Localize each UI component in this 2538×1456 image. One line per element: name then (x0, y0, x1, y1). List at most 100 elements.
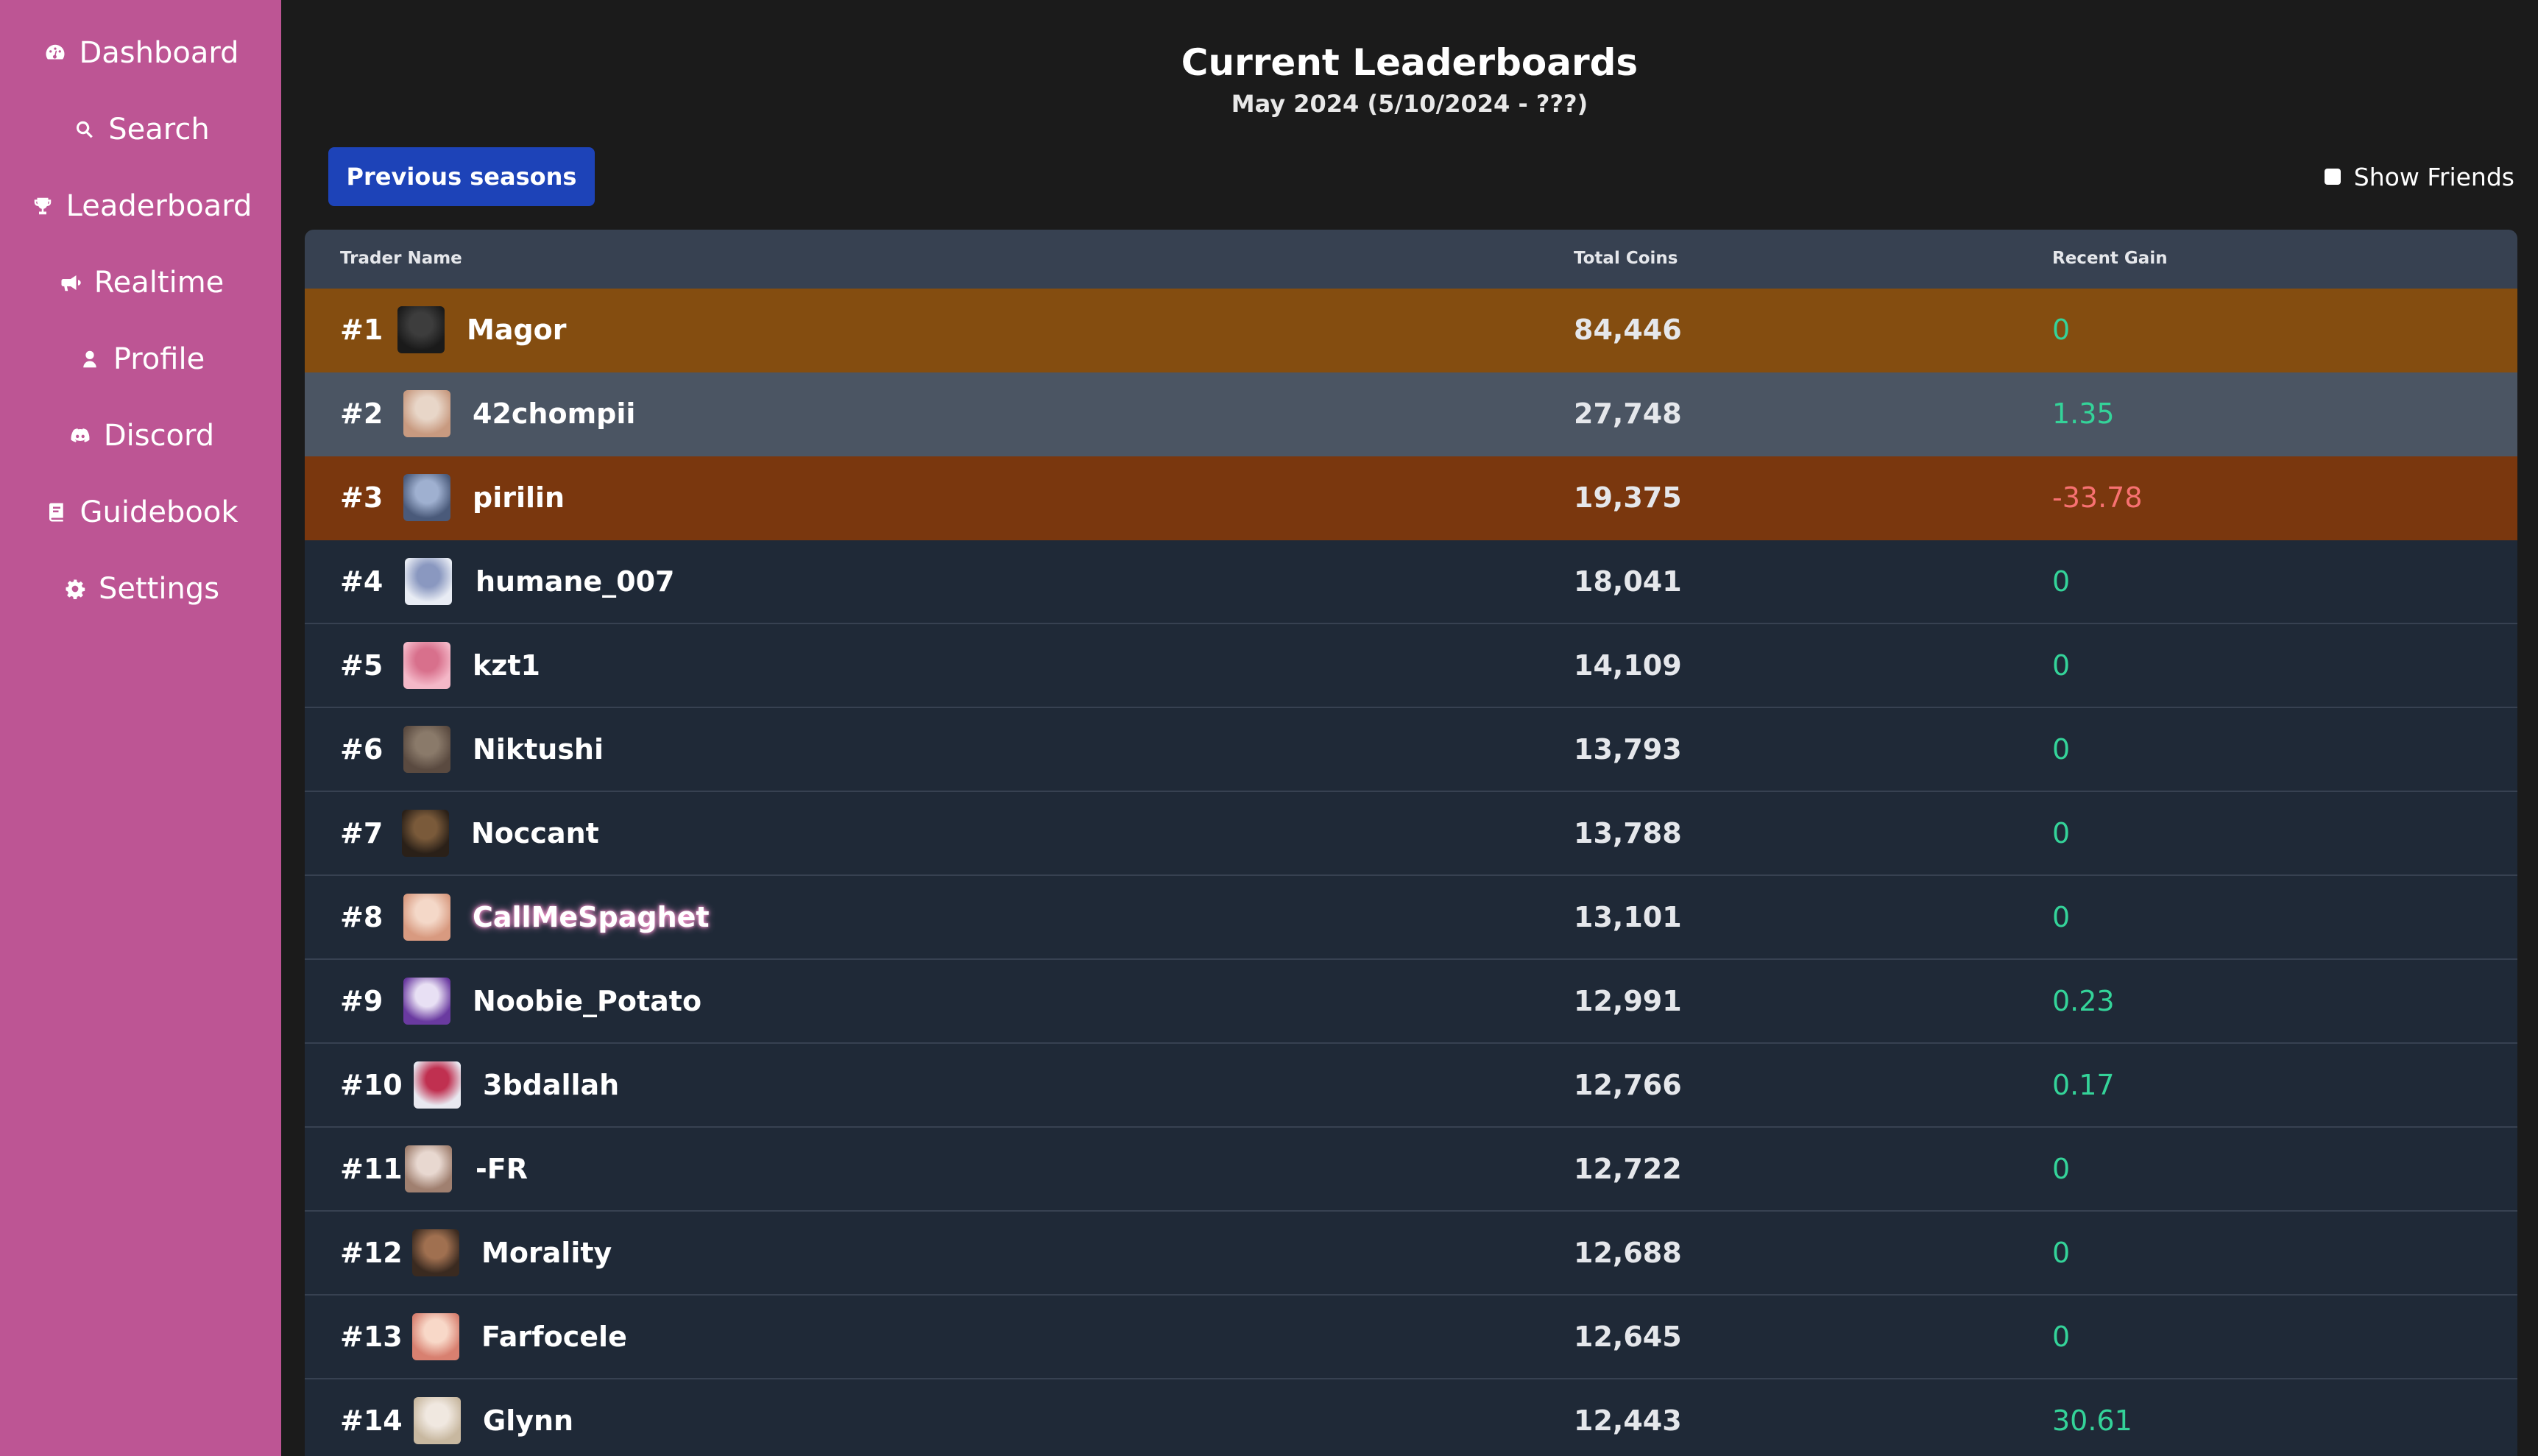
sidebar-item-label: Profile (113, 342, 205, 376)
total-coins-value: 13,101 (1574, 901, 1682, 933)
page-title: Current Leaderboards (1181, 41, 1639, 84)
recent-gain-value: 0 (2052, 817, 2071, 849)
recent-gain-value: -33.78 (2052, 481, 2143, 514)
rank-label: #14 (340, 1404, 403, 1437)
rank-label: #8 (340, 901, 383, 933)
recent-gain-value: 0 (2052, 1321, 2071, 1353)
table-row[interactable]: #13 Farfocele 12,645 0 (305, 1296, 2517, 1379)
avatar[interactable] (414, 1061, 461, 1109)
trader-name-link[interactable]: 3bdallah (483, 1069, 620, 1101)
recent-gain-value: 0 (2052, 733, 2071, 766)
gauge-icon (42, 40, 68, 66)
total-coins-value: 12,766 (1574, 1069, 1682, 1101)
trader-name-link[interactable]: Morality (481, 1237, 612, 1269)
avatar[interactable] (414, 1397, 461, 1444)
gear-icon (62, 576, 88, 602)
table-row[interactable]: #2 42chompii 27,748 1.35 (305, 372, 2517, 456)
total-coins-value: 19,375 (1574, 481, 1682, 514)
avatar[interactable] (405, 558, 452, 605)
total-coins-value: 12,645 (1574, 1321, 1682, 1353)
trophy-icon (29, 193, 56, 219)
avatar[interactable] (403, 978, 450, 1025)
sidebar-item-label: Dashboard (79, 36, 239, 70)
show-friends-checkbox[interactable] (2324, 169, 2341, 185)
trader-name-link[interactable]: Farfocele (481, 1321, 627, 1353)
avatar[interactable] (397, 306, 445, 353)
table-row[interactable]: #9 Noobie_Potato 12,991 0.23 (305, 960, 2517, 1044)
trader-name-link[interactable]: kzt1 (473, 649, 540, 682)
table-row[interactable]: #8 CallMeSpaghet 13,101 0 (305, 876, 2517, 960)
trader-name-link[interactable]: Glynn (483, 1404, 574, 1437)
avatar[interactable] (405, 1145, 452, 1192)
total-coins-value: 14,109 (1574, 649, 1682, 682)
rank-label: #7 (340, 817, 383, 849)
sidebar-item-label: Realtime (93, 266, 225, 300)
table-row[interactable]: #12 Morality 12,688 0 (305, 1212, 2517, 1296)
table-row[interactable]: #7 Noccant 13,788 0 (305, 792, 2517, 876)
sidebar-item-label: Settings (98, 572, 220, 606)
rank-label: #10 (340, 1069, 403, 1101)
trader-name-link[interactable]: humane_007 (476, 565, 675, 598)
trader-name-link[interactable]: Noobie_Potato (473, 985, 702, 1017)
avatar[interactable] (403, 474, 450, 521)
avatar[interactable] (403, 390, 450, 437)
table-row[interactable]: #11 -FR 12,722 0 (305, 1128, 2517, 1212)
trader-name-link[interactable]: CallMeSpaghet (473, 901, 710, 933)
rank-label: #13 (340, 1321, 403, 1353)
trader-name-link[interactable]: -FR (476, 1153, 528, 1185)
column-header-trader-name: Trader Name (340, 249, 462, 268)
sidebar-item-realtime[interactable]: Realtime (0, 257, 281, 308)
recent-gain-value: 0 (2052, 1237, 2071, 1269)
megaphone-icon (57, 269, 84, 296)
avatar[interactable] (402, 810, 449, 857)
avatar[interactable] (403, 726, 450, 773)
table-body: #1 Magor 84,446 0 #2 42chompii 27,748 1.35 #3 pir… (305, 289, 2517, 1456)
sidebar-item-profile[interactable]: Profile (0, 333, 281, 385)
table-row[interactable]: #3 pirilin 19,375 -33.78 (305, 456, 2517, 540)
total-coins-value: 13,788 (1574, 817, 1682, 849)
table-row[interactable]: #6 Niktushi 13,793 0 (305, 708, 2517, 792)
avatar[interactable] (403, 894, 450, 941)
sidebar-item-discord[interactable]: Discord (0, 410, 281, 462)
show-friends-label: Show Friends (2353, 162, 2514, 191)
rank-label: #12 (340, 1237, 403, 1269)
table-row[interactable]: #10 3bdallah 12,766 0.17 (305, 1044, 2517, 1128)
sidebar-item-dashboard[interactable]: Dashboard (0, 27, 281, 79)
recent-gain-value: 30.61 (2052, 1404, 2132, 1437)
sidebar-item-label: Discord (103, 419, 215, 453)
sidebar-item-leaderboard[interactable]: Leaderboard (0, 180, 281, 232)
avatar[interactable] (412, 1229, 459, 1276)
show-friends-toggle[interactable]: Show Friends (2324, 160, 2514, 193)
main-content: Current Leaderboards May 2024 (5/10/2024… (281, 0, 2538, 1456)
table-row[interactable]: #1 Magor 84,446 0 (305, 289, 2517, 372)
recent-gain-value: 0 (2052, 901, 2071, 933)
trader-name-link[interactable]: 42chompii (473, 397, 636, 430)
rank-label: #2 (340, 397, 383, 430)
sidebar-item-guidebook[interactable]: Guidebook (0, 487, 281, 538)
trader-name-link[interactable]: Niktushi (473, 733, 604, 766)
rank-label: #5 (340, 649, 383, 682)
avatar[interactable] (403, 642, 450, 689)
table-row[interactable]: #14 Glynn 12,443 30.61 (305, 1379, 2517, 1456)
trader-name-link[interactable]: pirilin (473, 481, 565, 514)
table-header: Trader Name Total Coins Recent Gain (305, 230, 2517, 289)
recent-gain-value: 0 (2052, 1153, 2071, 1185)
recent-gain-value: 0 (2052, 314, 2071, 346)
previous-seasons-button[interactable]: Previous seasons (328, 147, 595, 206)
table-row[interactable]: #4 humane_007 18,041 0 (305, 540, 2517, 624)
trader-name-link[interactable]: Magor (467, 314, 567, 346)
sidebar-item-search[interactable]: Search (0, 104, 281, 155)
total-coins-value: 13,793 (1574, 733, 1682, 766)
avatar[interactable] (412, 1313, 459, 1360)
search-icon (71, 116, 98, 143)
trader-name-link[interactable]: Noccant (471, 817, 599, 849)
total-coins-value: 12,991 (1574, 985, 1682, 1017)
table-row[interactable]: #5 kzt1 14,109 0 (305, 624, 2517, 708)
recent-gain-value: 0 (2052, 649, 2071, 682)
total-coins-value: 12,722 (1574, 1153, 1682, 1185)
sidebar-item-settings[interactable]: Settings (0, 563, 281, 615)
total-coins-value: 12,443 (1574, 1404, 1682, 1437)
rank-label: #1 (340, 314, 383, 346)
season-subtitle: May 2024 (5/10/2024 - ???) (1231, 90, 1588, 118)
